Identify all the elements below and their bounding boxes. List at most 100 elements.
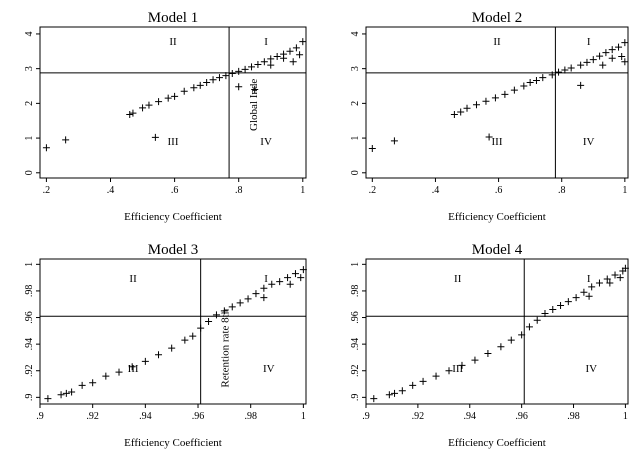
y-tick-label: .9 (24, 394, 35, 402)
quadrant-label-ii: II (454, 273, 462, 285)
x-tick-label: .4 (107, 185, 115, 196)
data-point (181, 336, 189, 344)
y-tick-label: .92 (24, 364, 35, 377)
data-point (180, 87, 188, 95)
data-point (299, 38, 307, 46)
data-point (126, 110, 134, 118)
data-point (583, 58, 591, 66)
data-point (611, 271, 619, 279)
data-point (588, 283, 596, 291)
quadrant-label-ii: II (129, 273, 137, 285)
y-tick-label: 1 (24, 262, 35, 267)
data-point (603, 275, 611, 283)
data-point (564, 298, 572, 306)
data-point (241, 65, 249, 73)
data-point (485, 133, 493, 141)
data-point (299, 266, 307, 274)
data-point (409, 381, 417, 389)
data-point (267, 61, 275, 69)
data-point (549, 306, 557, 314)
chart-title: Model 2 (472, 10, 522, 26)
data-point (235, 67, 243, 75)
data-point (621, 264, 629, 272)
data-point (145, 101, 153, 109)
data-point (129, 109, 137, 117)
data-point (44, 395, 52, 403)
data-point (557, 302, 565, 310)
x-tick-label: .96 (515, 411, 528, 422)
data-point (457, 108, 465, 116)
y-tick-label: 1 (350, 136, 361, 141)
data-point (370, 395, 378, 403)
data-point (292, 44, 300, 52)
y-tick-label: .96 (24, 311, 35, 324)
data-point (268, 280, 276, 288)
x-tick-label: 1 (301, 411, 306, 422)
quadrant-label-iv: IV (260, 136, 272, 148)
data-point (222, 72, 230, 80)
y-tick-label: 4 (24, 31, 35, 36)
data-point (580, 288, 588, 296)
quadrant-label-iv: IV (583, 136, 595, 148)
x-tick-label: 1 (300, 185, 305, 196)
quadrant-label-i: I (587, 273, 591, 285)
data-point (539, 74, 547, 82)
x-tick-label: .8 (235, 185, 243, 196)
data-point (585, 292, 593, 300)
y-tick-label: 0 (350, 170, 361, 175)
data-point (284, 274, 292, 282)
data-point (606, 279, 614, 287)
data-point (621, 58, 629, 66)
data-point (572, 294, 580, 302)
data-point (260, 58, 268, 66)
x-tick-label: 1 (622, 185, 627, 196)
data-point (68, 388, 76, 396)
data-point (168, 344, 176, 352)
data-point (520, 82, 528, 90)
y-tick-label: 3 (350, 66, 361, 71)
data-point (228, 70, 236, 78)
data-point (599, 61, 607, 69)
x-tick-label: .92 (86, 411, 99, 422)
plot-frame (39, 258, 307, 405)
x-axis-label: Efficiency Coefficient (448, 211, 546, 223)
x-tick-label: .6 (495, 185, 503, 196)
data-point (273, 53, 281, 61)
quadrant-label-i: I (587, 36, 591, 48)
reference-line-label: Global Inde (248, 79, 260, 131)
data-point (297, 274, 305, 282)
data-point (62, 136, 70, 144)
y-tick-label: 2 (350, 101, 361, 106)
data-point (155, 351, 163, 359)
x-tick-label: .8 (558, 185, 566, 196)
y-tick-label: 4 (350, 31, 361, 36)
data-point (289, 58, 297, 66)
data-point (228, 303, 236, 311)
data-point (501, 90, 509, 98)
data-point (368, 144, 376, 152)
data-point (608, 54, 616, 62)
data-point (525, 323, 533, 331)
data-point (391, 389, 399, 397)
data-point (62, 389, 70, 397)
data-point (484, 349, 492, 357)
y-tick-label: .94 (350, 338, 361, 351)
data-point (296, 51, 304, 59)
data-point (57, 391, 65, 399)
x-tick-label: .2 (43, 185, 51, 196)
data-point (510, 86, 518, 94)
data-point (561, 66, 569, 74)
y-tick-label: .98 (24, 285, 35, 298)
data-point (390, 137, 398, 145)
data-point (196, 81, 204, 89)
data-point (209, 76, 217, 84)
chart-panel-4: Model 4 .9 .92 .94 .96 .98 1 .9 .92 .94 .96 .98 1 Eff… (350, 242, 629, 449)
data-point (190, 84, 198, 92)
data-point (567, 64, 575, 72)
quadrant-label-iii: III (452, 363, 463, 375)
reference-line-label: Retention rate 8th (220, 308, 232, 387)
x-tick-label: .6 (171, 185, 179, 196)
data-point (615, 43, 623, 51)
